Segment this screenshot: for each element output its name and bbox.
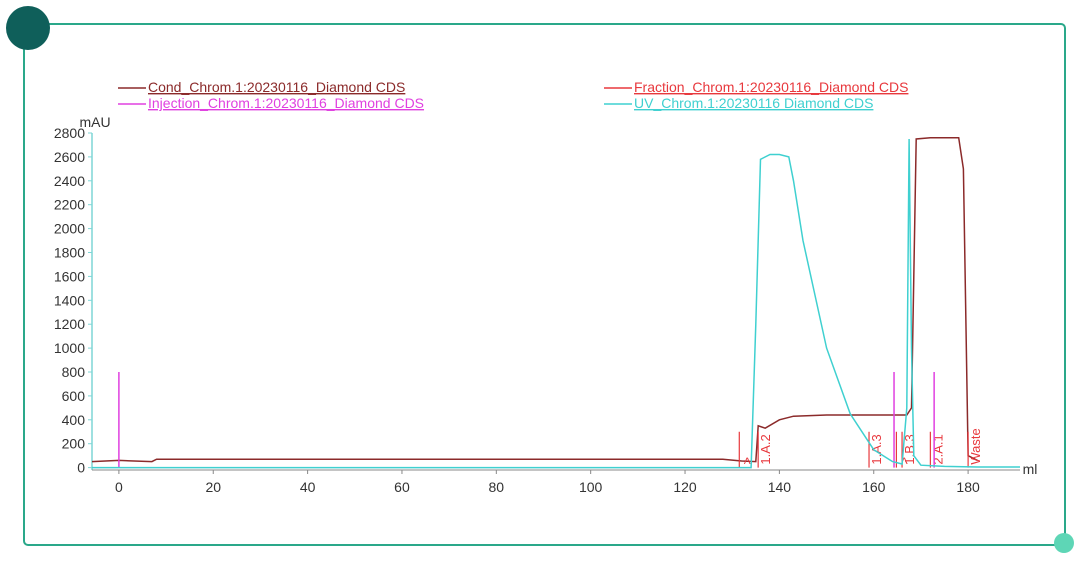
y-tick-label: 2600 bbox=[54, 149, 85, 165]
legend-label: UV_Chrom.1:20230116 Diamond CDS bbox=[634, 95, 873, 111]
corner-dot bbox=[1054, 533, 1074, 553]
fraction-label: 1.A.3 bbox=[869, 434, 884, 464]
corner-dot bbox=[6, 6, 50, 50]
y-tick-label: 2800 bbox=[54, 125, 85, 141]
fraction-label: 2.A.1 bbox=[930, 434, 945, 464]
y-tick-label: 0 bbox=[77, 460, 85, 476]
y-tick-label: 1600 bbox=[54, 268, 85, 284]
fraction-label: > bbox=[896, 457, 911, 465]
y-tick-label: 2400 bbox=[54, 173, 85, 189]
fraction-label: > bbox=[739, 457, 754, 465]
x-tick-label: 180 bbox=[956, 479, 980, 495]
y-tick-label: 600 bbox=[62, 388, 86, 404]
y-tick-label: 1200 bbox=[54, 316, 85, 332]
series-line bbox=[92, 138, 1020, 469]
x-axis-label: ml bbox=[1023, 461, 1038, 477]
x-tick-label: 0 bbox=[115, 479, 123, 495]
fraction-label: Waste bbox=[968, 428, 983, 464]
y-tick-label: 2000 bbox=[54, 221, 85, 237]
y-tick-label: 800 bbox=[62, 364, 86, 380]
series-line bbox=[91, 137, 978, 463]
x-tick-label: 140 bbox=[768, 479, 792, 495]
x-tick-label: 160 bbox=[862, 479, 886, 495]
x-tick-label: 100 bbox=[579, 479, 603, 495]
legend-label: Cond_Chrom.1:20230116_Diamond CDS bbox=[148, 79, 405, 95]
y-tick-label: 1400 bbox=[54, 292, 85, 308]
x-tick-label: 40 bbox=[300, 479, 316, 495]
y-tick-label: 400 bbox=[62, 412, 86, 428]
x-tick-label: 60 bbox=[394, 479, 410, 495]
y-tick-label: 200 bbox=[62, 436, 86, 452]
x-tick-label: 20 bbox=[205, 479, 221, 495]
fraction-label: 1.A.2 bbox=[758, 434, 773, 464]
y-tick-label: 1800 bbox=[54, 245, 85, 261]
x-tick-label: 80 bbox=[489, 479, 505, 495]
y-axis-label: mAU bbox=[79, 114, 110, 130]
y-tick-label: 2200 bbox=[54, 197, 85, 213]
legend-label: Fraction_Chrom.1:20230116_Diamond CDS bbox=[634, 79, 908, 95]
frame bbox=[23, 23, 1066, 546]
x-tick-label: 120 bbox=[673, 479, 697, 495]
y-tick-label: 1000 bbox=[54, 340, 85, 356]
legend-label: Injection_Chrom.1:20230116_Diamond CDS bbox=[148, 95, 424, 111]
